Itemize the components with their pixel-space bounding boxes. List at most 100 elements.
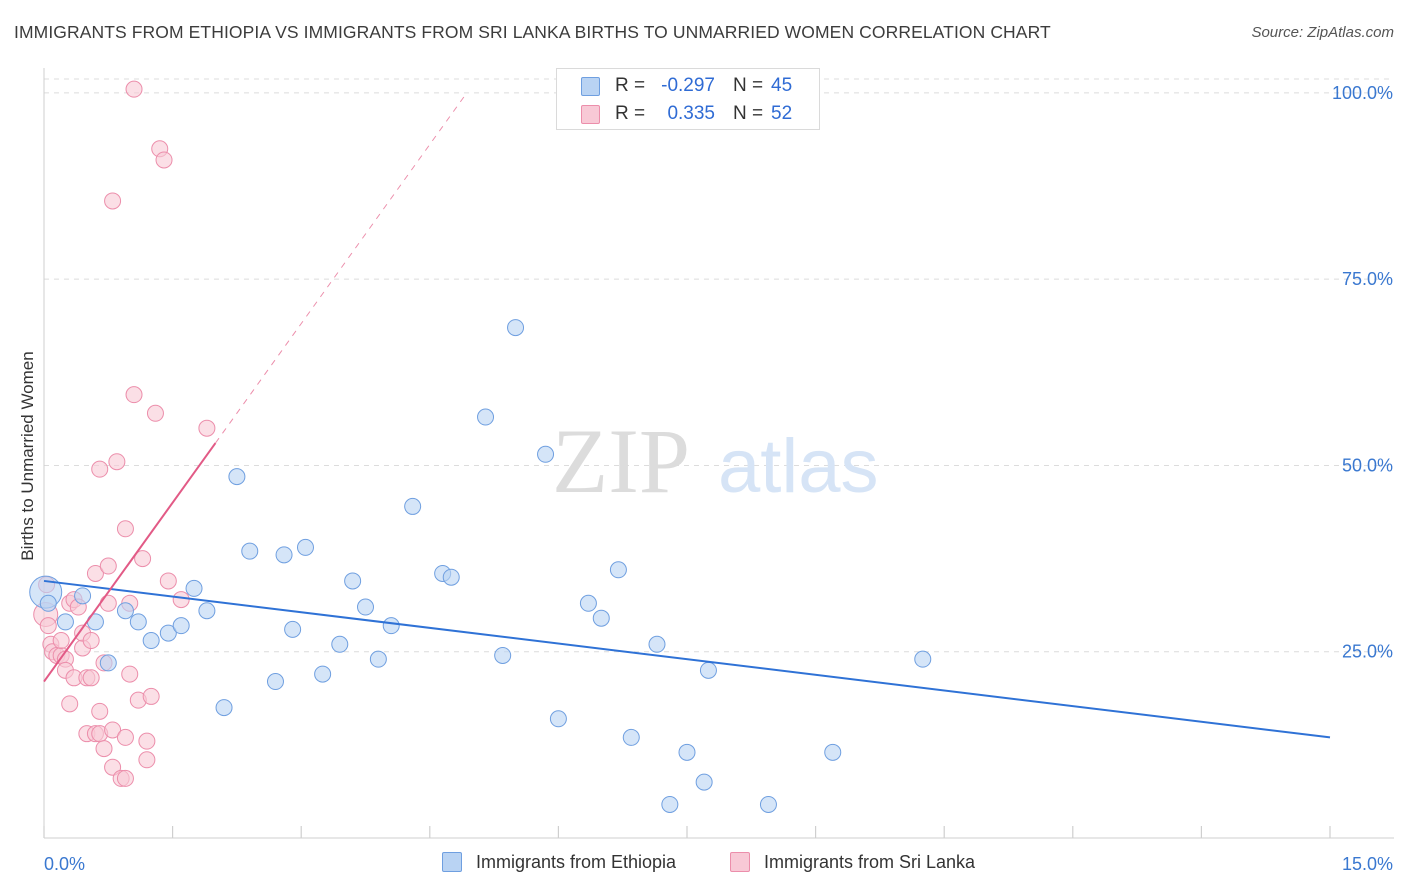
series-legend: Immigrants from Ethiopia Immigrants from… [0,848,1406,878]
legend-label-srilanka: Immigrants from Sri Lanka [764,852,976,872]
data-point-ethiopia [678,743,696,761]
data-point-ethiopia [442,568,460,586]
data-point-ethiopia [579,594,597,612]
data-point-ethiopia [357,598,374,616]
data-point-srilanka [52,632,70,650]
grid-layer [44,78,1394,653]
data-point-srilanka [108,453,126,471]
r-value: -0.297 [661,75,715,96]
data-point-srilanka [116,520,134,538]
x-tick-label: 15.0% [1342,854,1393,874]
data-point-ethiopia [592,609,610,627]
data-point-srilanka [172,591,190,609]
data-point-srilanka [198,419,216,437]
data-point-ethiopia [275,546,293,564]
data-point-ethiopia [116,602,134,620]
data-point-ethiopia [284,620,302,638]
y-tick-label: 25.0% [1342,642,1393,662]
data-point-ethiopia [129,613,147,631]
data-point-srilanka [104,192,122,210]
trend-extension-srilanka [215,96,465,444]
data-point-ethiopia [266,673,284,691]
data-point-srilanka [91,702,109,720]
data-point-ethiopia [494,646,512,664]
data-point-ethiopia [477,408,495,426]
data-point-srilanka [95,740,113,758]
data-point-ethiopia [609,561,627,579]
legend-swatch-srilanka [581,105,600,124]
axis-layer [43,68,1394,839]
data-point-ethiopia [404,497,422,515]
data-point-srilanka [104,758,122,776]
y-tick-label: 75.0% [1342,269,1393,289]
legend-swatch-srilanka [730,852,750,872]
correlation-legend: R = -0.297 N = 45 R = 0.335 N = 52 [556,68,820,130]
data-point-srilanka [146,404,164,422]
label-layer: 25.0% 50.0% 75.0% 100.0% 0.0% 15.0% [44,83,1393,874]
data-point-srilanka [82,632,100,650]
data-point-ethiopia [914,650,932,668]
r-label: R = [615,75,646,96]
x-tick-label: 0.0% [44,854,85,874]
data-point-srilanka [116,769,134,787]
data-point-ethiopia [296,538,314,556]
r-value: 0.335 [667,103,715,124]
data-point-ethiopia [185,579,203,597]
n-value: 52 [771,103,793,124]
legend-swatch-ethiopia [442,852,462,872]
data-point-ethiopia [39,594,57,612]
data-point-srilanka [82,669,100,687]
data-point-ethiopia [56,613,74,631]
y-tick-label: 100.0% [1332,83,1393,103]
data-point-ethiopia [314,665,332,683]
data-point-ethiopia [537,445,555,463]
watermark: ZIP atlas [552,410,879,512]
data-point-ethiopia [699,661,717,679]
data-point-srilanka [121,665,139,683]
n-value: 45 [771,75,793,96]
data-point-ethiopia [344,572,362,590]
data-point-ethiopia [507,319,525,337]
data-point-ethiopia [99,654,117,672]
n-label: N = [733,103,764,124]
data-point-ethiopia [198,602,216,620]
data-point-srilanka [125,80,143,98]
data-point-ethiopia [661,795,679,813]
data-point-srilanka [86,564,104,582]
data-point-ethiopia [228,468,246,486]
watermark-atlas: atlas [718,424,879,509]
data-point-srilanka [138,751,156,769]
data-point-ethiopia [369,650,387,668]
data-point-ethiopia [74,587,92,605]
data-point-ethiopia [759,795,777,813]
legend-label-ethiopia: Immigrants from Ethiopia [476,852,677,872]
data-point-srilanka [61,695,79,713]
data-point-ethiopia [824,743,842,761]
data-point-srilanka [155,151,173,169]
points-layer [29,80,932,813]
data-point-ethiopia [241,542,259,560]
legend-row-srilanka: R = 0.335 N = 52 [557,100,819,128]
trend-line-srilanka [43,442,217,683]
data-point-srilanka [104,721,122,739]
data-point-ethiopia [648,635,666,653]
data-point-ethiopia [549,710,567,728]
data-point-srilanka [99,594,117,612]
source-credit: Source: ZipAtlas.com [1251,24,1394,41]
data-point-srilanka [91,460,109,478]
trend-line-ethiopia [43,579,1331,739]
watermark-zip: ZIP [552,410,690,512]
data-point-srilanka [138,732,156,750]
data-point-srilanka [39,617,57,635]
data-point-ethiopia [159,624,177,642]
chart-title: IMMIGRANTS FROM ETHIOPIA VS IMMIGRANTS F… [14,22,1051,42]
data-point-srilanka [142,687,160,705]
data-point-ethiopia [172,617,190,635]
data-point-srilanka [134,550,152,568]
data-point-ethiopia [215,699,233,717]
data-point-ethiopia [142,632,160,650]
data-point-ethiopia [695,773,713,791]
data-point-srilanka [125,386,143,404]
legend-row-ethiopia: R = -0.297 N = 45 [557,72,819,100]
